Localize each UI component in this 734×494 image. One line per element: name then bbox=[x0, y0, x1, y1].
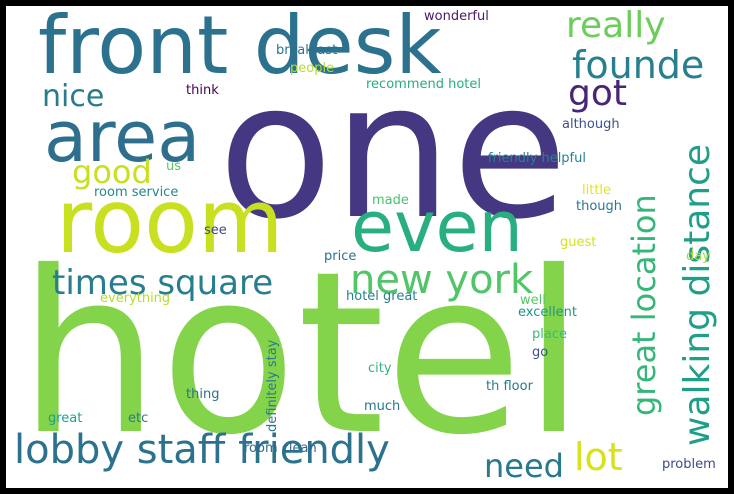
word-got: got bbox=[568, 73, 627, 114]
word-cloud-canvas: hotel one front desk room area even walk… bbox=[6, 6, 728, 488]
word-guest: guest bbox=[560, 235, 597, 250]
word-room-service: room service bbox=[94, 185, 179, 200]
word-times-square: times square bbox=[52, 263, 274, 303]
word-area: area bbox=[44, 96, 201, 178]
word-much: much bbox=[364, 399, 401, 414]
word-think: think bbox=[186, 83, 219, 98]
word-front-desk: front desk bbox=[38, 6, 442, 92]
word-go: go bbox=[532, 345, 549, 360]
word-us: us bbox=[166, 159, 182, 174]
word-one: one bbox=[218, 42, 568, 261]
word-city: city bbox=[368, 361, 392, 376]
word-wonderful: wonderful bbox=[424, 9, 489, 24]
word-hotel-great: hotel great bbox=[346, 289, 418, 304]
word-great-location: great location bbox=[625, 194, 663, 416]
word-founde: founde bbox=[572, 43, 705, 87]
word-new-york: new york bbox=[350, 257, 534, 303]
word-day: day bbox=[686, 249, 710, 264]
word-good: good bbox=[72, 153, 152, 191]
word-well: well bbox=[520, 293, 546, 308]
word-problem: problem bbox=[662, 457, 716, 472]
word-th-floor: th floor bbox=[486, 379, 533, 394]
word-nice: nice bbox=[42, 79, 105, 114]
word-breakfast: breakfast bbox=[276, 43, 338, 58]
word-lobby-staff-friendly: lobby staff friendly bbox=[14, 427, 390, 473]
word-really: really bbox=[566, 6, 666, 46]
word-price: price bbox=[324, 249, 357, 264]
word-recommend-hotel: recommend hotel bbox=[366, 77, 482, 92]
word-friendly-helpful: friendly helpful bbox=[488, 151, 586, 166]
word-little: little bbox=[582, 183, 612, 198]
word-although: although bbox=[562, 117, 620, 132]
word-great: great bbox=[48, 411, 83, 426]
word-made: made bbox=[372, 193, 409, 208]
word-thing: thing bbox=[186, 387, 220, 402]
word-place: place bbox=[532, 327, 567, 342]
word-etc: etc bbox=[128, 411, 149, 426]
word-people: people bbox=[290, 61, 335, 76]
word-even: even bbox=[351, 186, 523, 268]
word-room: room bbox=[56, 170, 284, 273]
word-need: need bbox=[484, 447, 564, 485]
word-walking-distance: walking distance bbox=[677, 143, 718, 446]
word-lot: lot bbox=[574, 435, 623, 479]
word-though: though bbox=[576, 199, 623, 214]
word-room-clean: room clean bbox=[244, 441, 317, 456]
word-everything: everything bbox=[100, 291, 171, 306]
word-definitely-stay: definitely stay bbox=[265, 339, 280, 432]
word-hotel: hotel bbox=[18, 223, 585, 484]
word-see: see bbox=[204, 223, 227, 238]
word-excellent: excellent bbox=[518, 305, 577, 320]
